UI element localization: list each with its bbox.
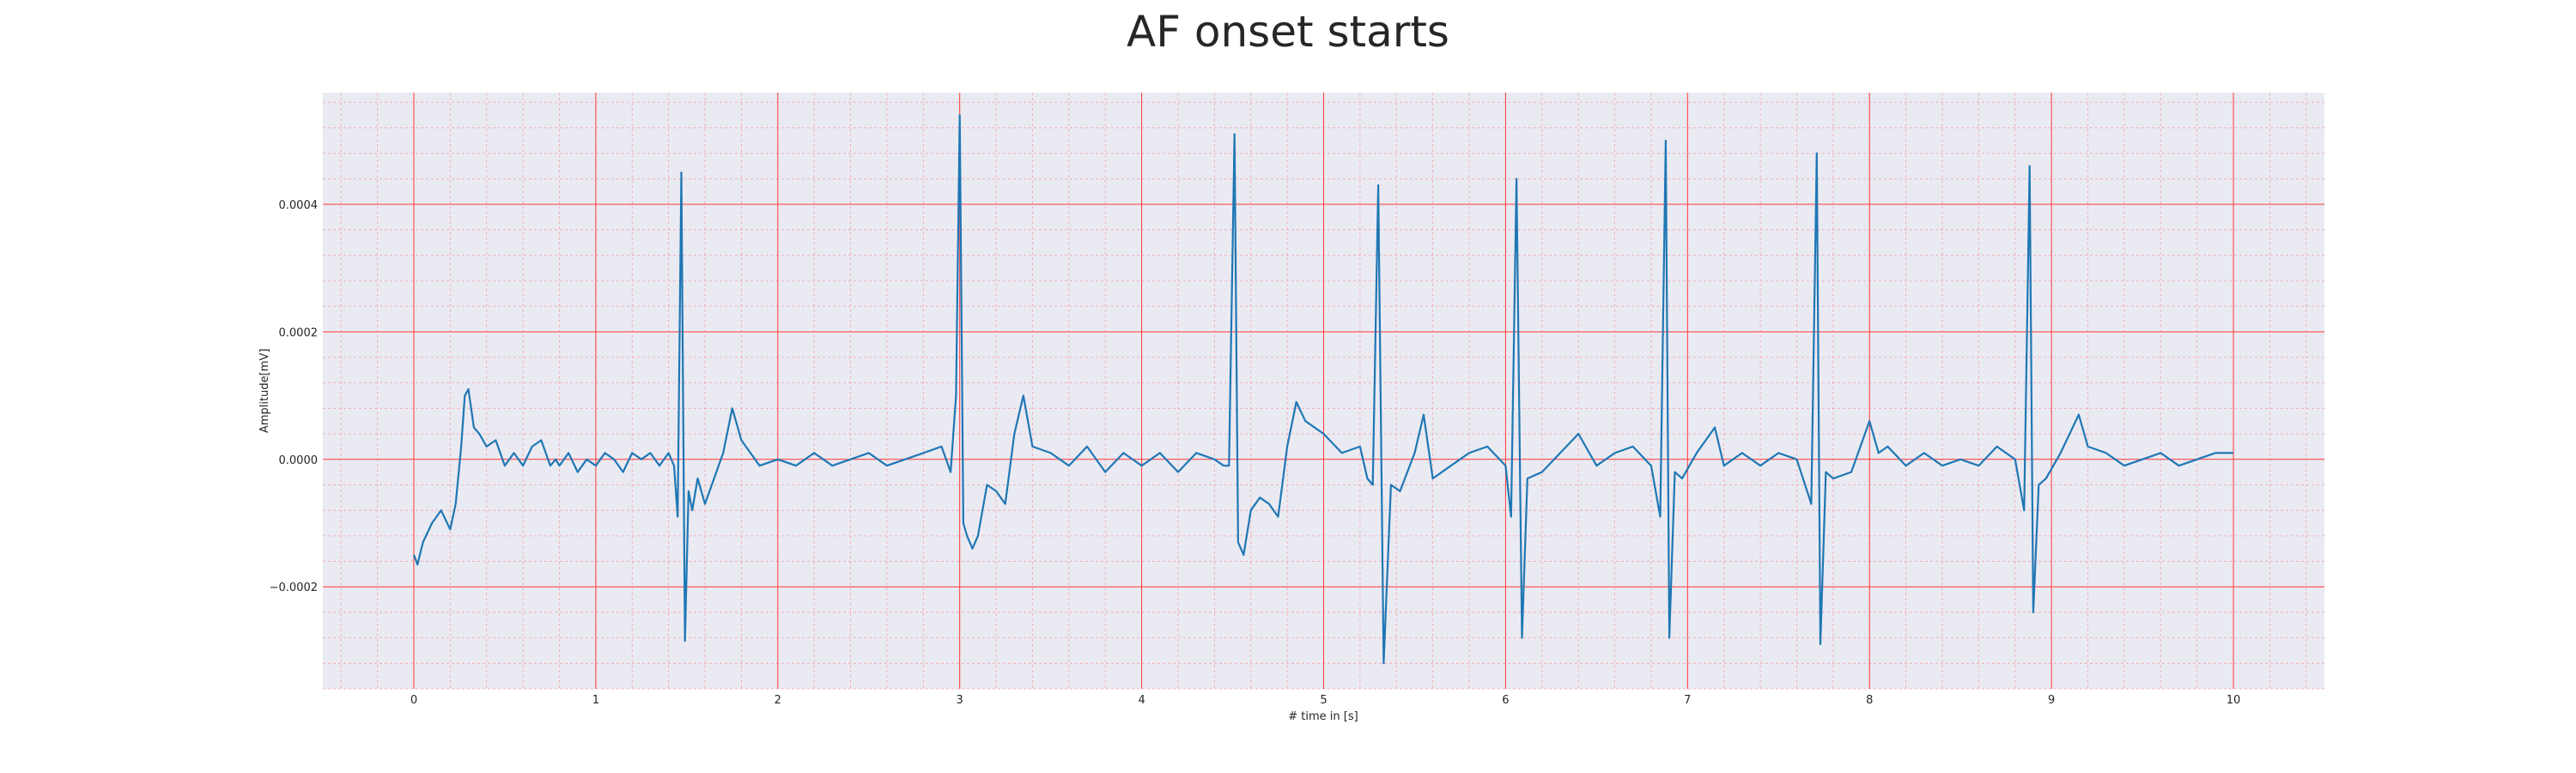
x-tick-label: 10	[2227, 694, 2241, 707]
ecg-series-line	[412, 113, 2233, 665]
major-grid	[323, 93, 2324, 689]
y-tick-label: 0.0004	[279, 199, 319, 212]
x-tick-label: 2	[775, 694, 781, 707]
x-tick-label: 9	[2048, 694, 2055, 707]
y-tick-labels: −0.0002 0.0000 0.0002 0.0004	[270, 199, 318, 594]
x-tick-labels: 0 1 2 3 4 5 6 7 8 9 10	[410, 694, 2241, 707]
x-tick-label: 5	[1320, 694, 1327, 707]
x-tick-label: 6	[1502, 694, 1509, 707]
y-tick-label: 0.0002	[279, 326, 319, 339]
x-tick-label: 0	[410, 694, 417, 707]
y-tick-label: −0.0002	[270, 581, 318, 594]
x-tick-label: 7	[1684, 694, 1691, 707]
y-axis-label: Amplitude[mV]	[258, 349, 271, 433]
x-tick-label: 3	[957, 694, 963, 707]
chart-title: AF onset starts	[1127, 7, 1449, 57]
x-tick-label: 1	[592, 694, 599, 707]
x-tick-label: 4	[1138, 694, 1145, 707]
y-tick-label: 0.0000	[279, 454, 319, 467]
x-tick-label: 8	[1866, 694, 1873, 707]
x-axis-label: # time in [s]	[1288, 710, 1358, 723]
